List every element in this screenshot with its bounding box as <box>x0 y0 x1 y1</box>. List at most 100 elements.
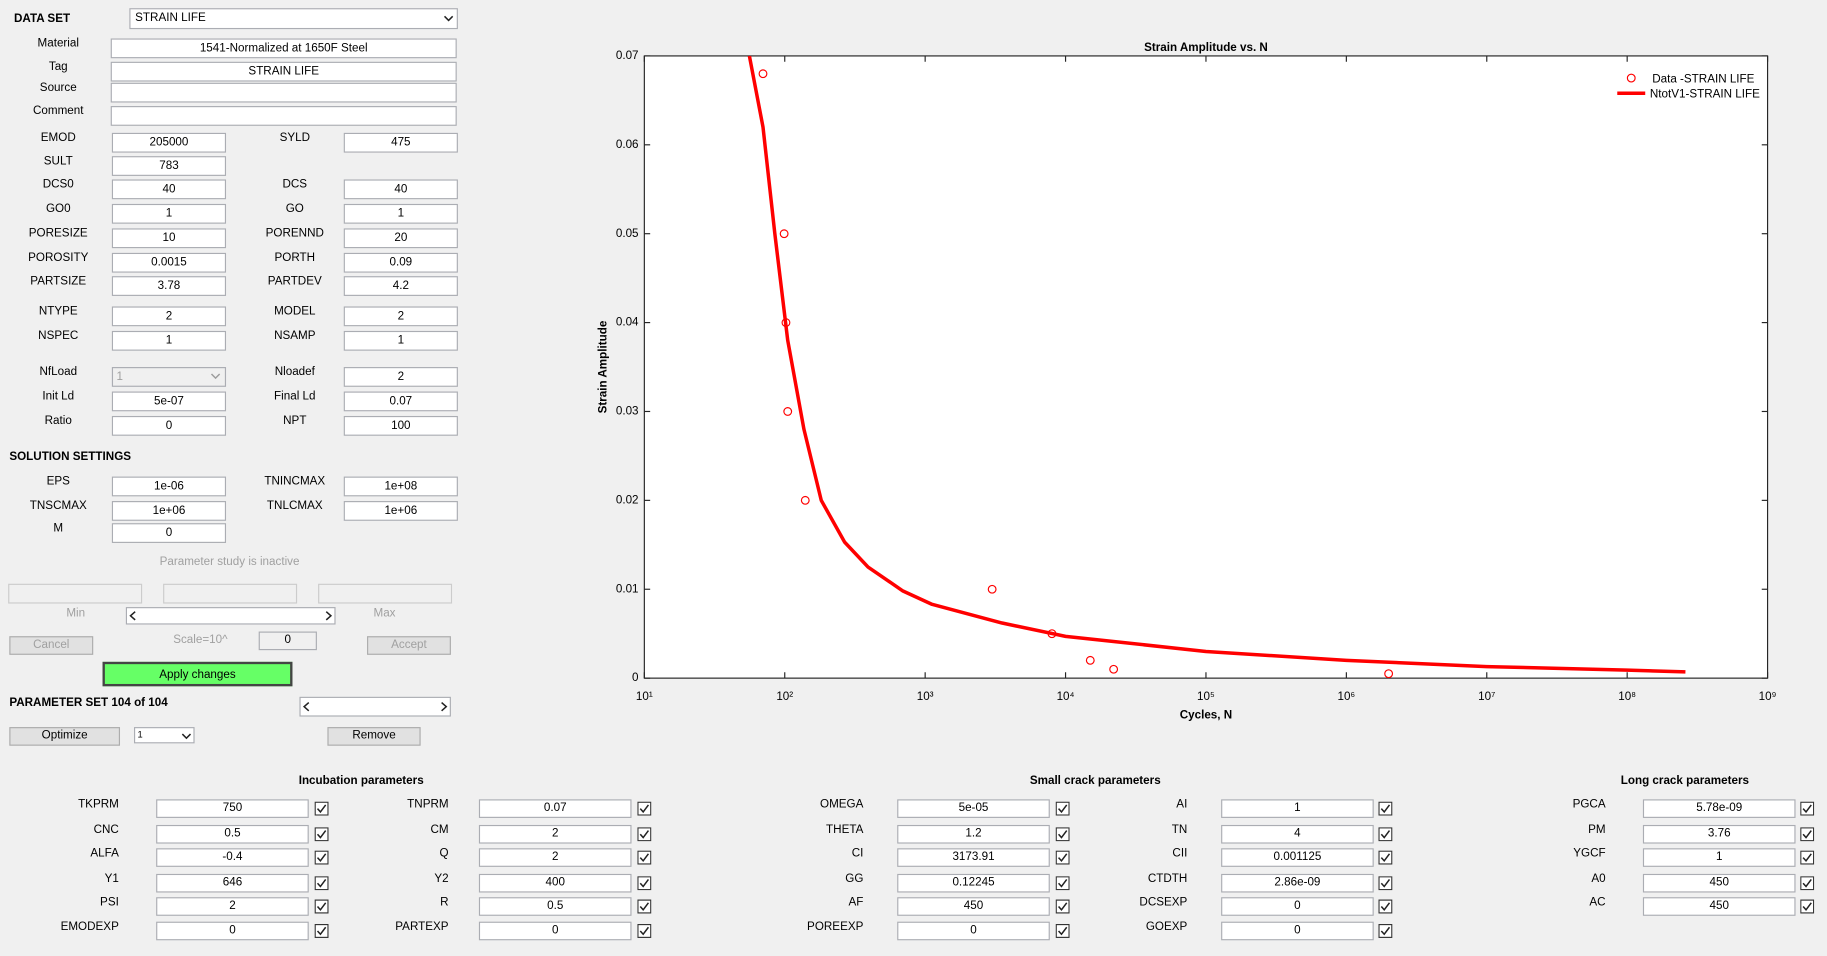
param-field[interactable]: -0.4 <box>156 848 309 867</box>
checkbox[interactable] <box>1800 850 1815 865</box>
param-field[interactable]: 450 <box>897 897 1050 916</box>
info-field[interactable] <box>110 106 457 126</box>
info-field[interactable] <box>110 82 457 103</box>
remove-button[interactable]: Remove <box>327 727 421 746</box>
dropdown-arrow[interactable] <box>443 14 455 23</box>
dropdown-arrow[interactable] <box>181 732 193 741</box>
checkbox[interactable] <box>314 850 329 865</box>
checkbox[interactable] <box>1378 827 1393 842</box>
param-field[interactable]: 40 <box>343 179 458 200</box>
param-field[interactable]: 1 <box>1221 799 1374 818</box>
param-field[interactable]: 0.07 <box>478 799 632 818</box>
checkbox[interactable] <box>314 923 329 938</box>
param-field[interactable]: 2.86e-09 <box>1221 873 1374 893</box>
checkbox[interactable] <box>637 827 652 842</box>
data-set-dropdown[interactable]: STRAIN LIFE <box>129 8 458 30</box>
param-field[interactable]: 10 <box>111 228 227 249</box>
checkbox[interactable] <box>1378 850 1393 865</box>
param-field[interactable]: 0.07 <box>343 391 458 412</box>
param-field[interactable]: 2 <box>343 306 458 327</box>
param-field[interactable]: 3.78 <box>111 276 227 296</box>
dropdown-arrow[interactable] <box>210 372 222 381</box>
param-field[interactable]: 0 <box>897 921 1050 941</box>
param-field[interactable]: 0 <box>111 415 227 436</box>
param-field[interactable]: 450 <box>1642 873 1796 893</box>
param-field[interactable]: 3173.91 <box>897 848 1050 867</box>
param-field[interactable]: 2 <box>478 824 632 844</box>
param-field[interactable]: 475 <box>343 132 458 153</box>
optimize-button[interactable]: Optimize <box>9 727 121 746</box>
param-field[interactable]: 5.78e-09 <box>1642 799 1796 818</box>
param-field[interactable]: 2 <box>478 848 632 867</box>
checkbox[interactable] <box>1800 899 1815 914</box>
checkbox[interactable] <box>1055 923 1070 938</box>
apply-button[interactable]: Apply changes <box>102 661 293 687</box>
param-field[interactable]: 450 <box>1642 897 1796 916</box>
param-field[interactable]: 0 <box>156 921 309 941</box>
param-field[interactable]: 4.2 <box>343 276 458 296</box>
param-field[interactable]: 1 <box>343 203 458 224</box>
checkbox[interactable] <box>637 899 652 914</box>
param-field[interactable]: 2 <box>111 306 227 327</box>
param-field[interactable]: 1.2 <box>897 824 1050 844</box>
param-field[interactable]: 646 <box>156 873 309 893</box>
slider-left[interactable] <box>299 697 313 717</box>
param-field[interactable]: 400 <box>478 873 632 893</box>
param-field[interactable]: 5e-05 <box>897 799 1050 818</box>
slider-right[interactable] <box>437 697 451 717</box>
checkbox[interactable] <box>1055 850 1070 865</box>
param-field[interactable]: 1e+08 <box>343 476 458 497</box>
checkbox[interactable] <box>637 923 652 938</box>
checkbox[interactable] <box>1378 801 1393 816</box>
param-field[interactable]: 0.5 <box>478 897 632 916</box>
set-slider[interactable] <box>299 696 451 717</box>
param-field[interactable]: 0.5 <box>156 824 309 844</box>
checkbox[interactable] <box>637 850 652 865</box>
checkbox[interactable] <box>637 801 652 816</box>
checkbox[interactable] <box>637 876 652 891</box>
param-field[interactable]: 1e+06 <box>343 501 458 521</box>
info-field[interactable]: 1541-Normalized at 1650F Steel <box>110 38 457 59</box>
checkbox[interactable] <box>1378 923 1393 938</box>
param-field[interactable]: 2 <box>343 367 458 387</box>
param-field[interactable]: 100 <box>343 415 458 436</box>
param-field[interactable]: 2 <box>156 897 309 916</box>
checkbox[interactable] <box>314 876 329 891</box>
param-field[interactable]: 1 <box>1642 848 1796 867</box>
param-field[interactable]: 783 <box>111 156 227 176</box>
checkbox[interactable] <box>1055 876 1070 891</box>
param-field[interactable]: 5e-07 <box>111 391 227 412</box>
param-field[interactable]: 0.0015 <box>111 252 227 273</box>
param-field[interactable]: 0 <box>1221 897 1374 916</box>
param-field[interactable]: 205000 <box>111 132 227 153</box>
param-field[interactable]: 1e-06 <box>111 476 227 497</box>
checkbox[interactable] <box>1800 801 1815 816</box>
param-field[interactable]: 0 <box>1221 921 1374 941</box>
checkbox[interactable] <box>1055 899 1070 914</box>
param-field[interactable]: 0.001125 <box>1221 848 1374 867</box>
checkbox[interactable] <box>1800 876 1815 891</box>
param-field[interactable]: 0.12245 <box>897 873 1050 893</box>
param-field[interactable]: 0 <box>111 523 227 543</box>
set-dropdown[interactable]: 1 <box>133 727 195 744</box>
checkbox[interactable] <box>314 899 329 914</box>
param-field[interactable]: 0.09 <box>343 252 458 273</box>
checkbox[interactable] <box>1800 827 1815 842</box>
info-field[interactable]: STRAIN LIFE <box>110 61 457 82</box>
checkbox[interactable] <box>1055 827 1070 842</box>
param-field[interactable]: 750 <box>156 799 309 818</box>
checkbox[interactable] <box>314 801 329 816</box>
checkbox[interactable] <box>1378 876 1393 891</box>
param-field[interactable]: 20 <box>343 228 458 249</box>
param-field[interactable]: 1 <box>111 203 227 224</box>
param-field[interactable]: 40 <box>111 179 227 200</box>
checkbox[interactable] <box>1055 801 1070 816</box>
param-field[interactable]: 1e+06 <box>111 501 227 521</box>
checkbox[interactable] <box>314 827 329 842</box>
param-field[interactable]: 3.76 <box>1642 824 1796 844</box>
slider-right[interactable] <box>322 607 336 624</box>
param-field[interactable]: 1 <box>343 330 458 351</box>
checkbox[interactable] <box>1378 899 1393 914</box>
param-field[interactable]: 1 <box>111 330 227 351</box>
param-field[interactable]: 0 <box>478 921 632 941</box>
